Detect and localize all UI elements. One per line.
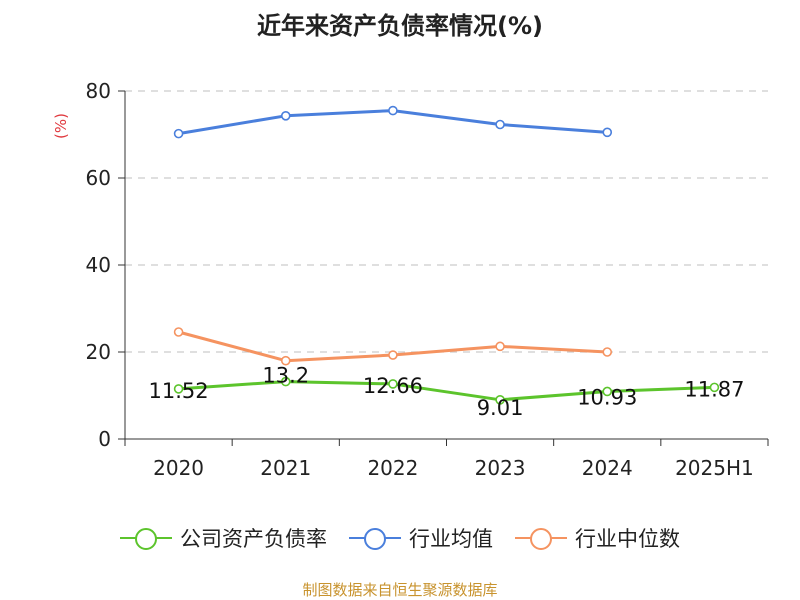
- legend-label: 行业中位数: [575, 527, 680, 551]
- y-axis-label: (%): [52, 113, 70, 139]
- y-tick-label: 60: [86, 166, 111, 190]
- data-point: [602, 347, 613, 357]
- data-label: 13.2: [262, 364, 309, 388]
- data-point: [602, 127, 613, 138]
- legend-item: 公司资产负债率: [120, 523, 327, 553]
- data-point: [709, 382, 720, 393]
- legend-swatch: [120, 526, 172, 550]
- series-line: [178, 380, 715, 402]
- y-tick-label: 20: [86, 340, 111, 364]
- data-point: [495, 119, 505, 130]
- data-point: [173, 128, 184, 139]
- grid-lines: [125, 90, 768, 353]
- data-label: 10.93: [577, 385, 637, 409]
- x-tick-label: 2025H1: [675, 456, 754, 480]
- data-point: [173, 327, 184, 337]
- legend-label: 公司资产负债率: [180, 527, 327, 551]
- data-point: [495, 395, 505, 405]
- x-tick-label: 2020: [153, 456, 204, 480]
- data-label: 11.87: [684, 377, 744, 401]
- chart-title: 近年来资产负债率情况(%): [257, 12, 543, 40]
- data-labels: 11.52 13.2 12.66 9.01 10.93 11.87: [149, 364, 745, 420]
- data-point: [388, 379, 398, 389]
- y-tick-label: 0: [98, 427, 111, 451]
- legend-swatch: [515, 526, 567, 550]
- x-tick-label: 2023: [475, 456, 526, 480]
- data-point: [495, 341, 505, 352]
- data-point: [280, 376, 291, 387]
- data-point: [602, 386, 613, 397]
- data-label: 11.52: [149, 379, 209, 403]
- legend-item: 行业均值: [349, 523, 493, 553]
- data-point: [280, 110, 291, 121]
- data-point: [173, 384, 184, 394]
- x-tick-label: 2024: [582, 456, 633, 480]
- y-tick-label: 40: [86, 253, 111, 277]
- legend: 公司资产负债率 行业均值 行业中位数: [0, 520, 800, 556]
- data-point: [388, 105, 398, 116]
- data-label: 9.01: [477, 396, 524, 420]
- series-lines: [173, 105, 720, 405]
- x-tick-label: 2022: [367, 456, 418, 480]
- source-note: 制图数据来自恒生聚源数据库: [302, 581, 498, 599]
- axes: 0 20 40 60 80 2020 2021 2022 2023 2024 2025H1 (%): [52, 79, 769, 480]
- data-point: [388, 350, 398, 360]
- data-point: [280, 355, 291, 366]
- legend-label: 行业均值: [409, 527, 493, 551]
- data-label: 12.66: [363, 374, 423, 398]
- x-tick-label: 2021: [260, 456, 311, 480]
- legend-swatch: [349, 526, 401, 550]
- y-tick-label: 80: [86, 79, 111, 103]
- legend-item: 行业中位数: [515, 523, 680, 553]
